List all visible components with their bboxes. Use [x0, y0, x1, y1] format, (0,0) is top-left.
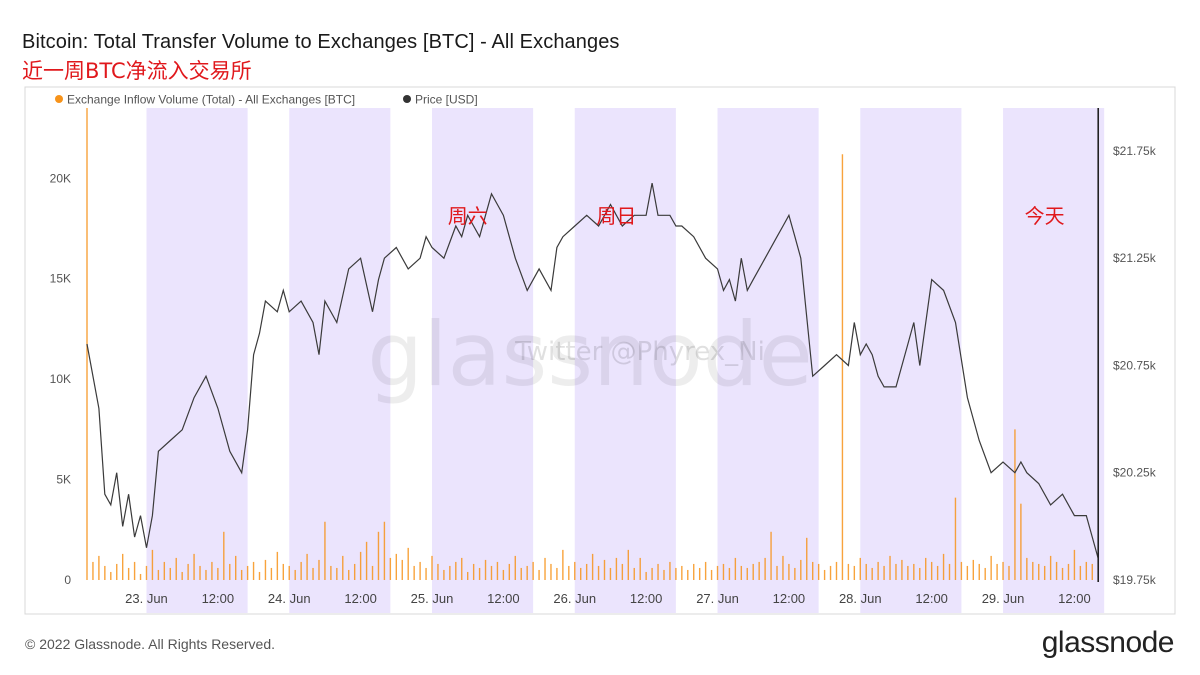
weekend-bands — [146, 108, 1105, 613]
y-axis-left: 0 5K 10K 15K 20K — [50, 171, 72, 587]
x-tick-label: 12:00 — [630, 591, 663, 606]
copyright-notice: © 2022 Glassnode. All Rights Reserved. — [25, 636, 276, 652]
x-tick-label: 12:00 — [773, 591, 806, 606]
legend-marker-price — [403, 95, 411, 103]
annotation-label: 今天 — [1025, 204, 1065, 228]
x-tick-label: 12:00 — [487, 591, 520, 606]
chart-subtitle: 近一周BTC净流入交易所 — [22, 59, 252, 83]
x-tick-label: 24. Jun — [268, 591, 311, 606]
x-tick-label: 12:00 — [1058, 591, 1091, 606]
y-left-tick-label: 0 — [64, 573, 71, 587]
watermark-logo: glassnode — [367, 303, 813, 406]
shaded-band-1 — [289, 108, 391, 613]
y-left-tick-label: 10K — [50, 372, 71, 386]
watermark-credit: Twitter @Phyrex_Ni — [514, 337, 765, 367]
y-left-tick-label: 15K — [50, 272, 71, 286]
legend-marker-inflow — [55, 95, 63, 103]
legend: Exchange Inflow Volume (Total) - All Exc… — [55, 93, 478, 107]
shaded-band-3 — [574, 108, 676, 613]
x-axis: 23. Jun 12:00 24. Jun 12:00 25. Jun 12:00 26. … — [125, 591, 1091, 606]
shaded-band-2 — [432, 108, 534, 613]
annotations: 周六 周日 今天 — [448, 204, 1065, 228]
chart-title: Bitcoin: Total Transfer Volume to Exchan… — [22, 31, 620, 53]
legend-label-price: Price [USD] — [415, 93, 478, 107]
y-right-tick-label: $21.75k — [1113, 144, 1157, 158]
x-tick-label: 29. Jun — [982, 591, 1025, 606]
y-right-tick-label: $20.75k — [1113, 358, 1157, 372]
y-right-tick-label: $21.25k — [1113, 251, 1157, 265]
x-tick-label: 25. Jun — [411, 591, 454, 606]
y-right-tick-label: $20.25k — [1113, 466, 1157, 480]
x-tick-label: 12:00 — [344, 591, 377, 606]
legend-label-inflow: Exchange Inflow Volume (Total) - All Exc… — [67, 93, 355, 107]
x-tick-label: 12:00 — [202, 591, 235, 606]
y-left-tick-label: 20K — [50, 171, 71, 185]
shaded-band-0 — [146, 108, 248, 613]
y-left-tick-label: 5K — [56, 473, 71, 487]
x-tick-label: 26. Jun — [553, 591, 596, 606]
brand-logo: glassnode — [1041, 626, 1175, 659]
shaded-band-4 — [717, 108, 819, 613]
x-tick-label: 12:00 — [915, 591, 948, 606]
y-right-tick-label: $19.75k — [1113, 573, 1157, 587]
annotation-label: 周六 — [448, 204, 488, 228]
annotation-label: 周日 — [596, 204, 636, 228]
shaded-band-5 — [860, 108, 962, 613]
price-series-line — [86, 182, 1099, 559]
x-tick-label: 28. Jun — [839, 591, 882, 606]
x-tick-label: 27. Jun — [696, 591, 739, 606]
shaded-band-6 — [1003, 108, 1105, 613]
x-tick-label: 23. Jun — [125, 591, 168, 606]
y-axis-right: $19.75k $20.25k $20.75k $21.25k $21.75k — [1113, 144, 1157, 587]
watermark: glassnode Twitter @Phyrex_Ni — [367, 303, 813, 406]
